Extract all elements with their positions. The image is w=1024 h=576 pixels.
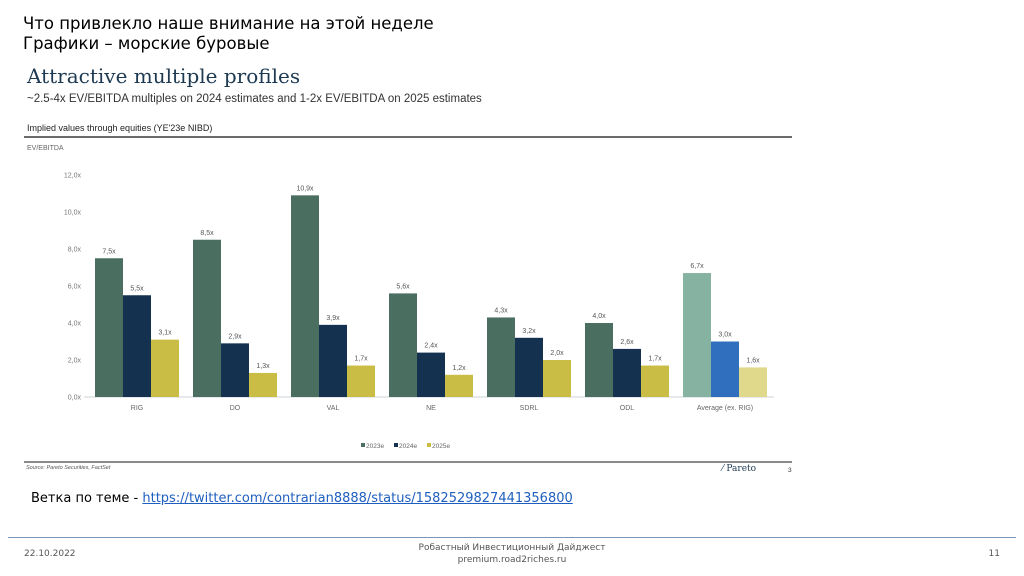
footer-digest-name: Робастный Инвестиционный Дайджест (418, 543, 606, 553)
y-tick-label: 6,0x (68, 284, 82, 291)
link-prefix: Ветка по теме - (31, 491, 143, 506)
bar-2023e (487, 317, 515, 397)
bar-2025e (347, 365, 375, 397)
data-label: 2,6x (620, 339, 634, 346)
data-label: 1,7x (648, 356, 662, 363)
thread-link-line: Ветка по теме - https://twitter.com/cont… (31, 491, 573, 506)
bar-2024e (123, 295, 151, 397)
bar-2024e (613, 348, 641, 397)
y-axis-label: EV/EBITDA (27, 145, 64, 152)
y-tick-label: 2,0x (68, 358, 82, 365)
slide-title: Что привлекло наше внимание на этой неде… (23, 14, 434, 54)
bar-chart: 0,0x 2,0x 4,0x 6,0x 8,0x 10,0x 12,0x 7,5x 5,5x 3,… (64, 173, 774, 450)
bar-2024e (515, 337, 543, 397)
data-label: 5,5x (130, 285, 144, 292)
data-label: 1,2x (452, 365, 466, 372)
bar-2024e (417, 352, 445, 397)
bar-2023e (683, 273, 711, 397)
y-tick-label: 4,0x (68, 321, 82, 328)
legend-swatch-2023e (361, 443, 365, 447)
data-label: 4,3x (494, 307, 508, 314)
category-label: VAL (327, 405, 340, 412)
footer-divider (8, 537, 1016, 538)
data-label: 8,5x (200, 230, 214, 237)
bar-2025e (543, 360, 571, 397)
category-label: DO (230, 405, 241, 412)
bar-2025e (249, 372, 277, 397)
bar-2023e (389, 293, 417, 397)
legend-label: 2025e (432, 443, 450, 450)
data-label: 3,9x (326, 315, 340, 322)
source-note: Source: Pareto Securities, FactSet (26, 465, 111, 471)
legend-label: 2024e (399, 443, 417, 450)
data-label: 6,7x (690, 263, 704, 270)
logo-text: Pareto (726, 464, 757, 474)
data-label: 1,7x (354, 356, 368, 363)
data-label: 3,1x (158, 330, 172, 337)
data-label: 10,9x (296, 185, 314, 192)
twitter-link[interactable]: https://twitter.com/contrarian8888/statu… (142, 491, 573, 506)
y-tick-label: 12,0x (64, 173, 82, 180)
data-label: 2,4x (424, 343, 438, 350)
bar-2025e (151, 339, 179, 397)
data-label: 1,3x (256, 363, 270, 370)
embedded-chart-image: Attractive multiple profiles ~2.5-4x EV/… (24, 62, 796, 482)
y-tick-label: 10,0x (64, 210, 82, 217)
category-label: NE (426, 405, 436, 412)
data-label: 2,0x (550, 350, 564, 357)
bar-2025e (739, 367, 767, 397)
legend-swatch-2024e (394, 443, 398, 447)
category-label: SDRL (520, 405, 539, 412)
footer-page-number: 11 (988, 549, 1000, 559)
bar-2024e (711, 341, 739, 397)
bar-2025e (641, 365, 669, 397)
category-label: RIG (131, 405, 143, 412)
data-label: 2,9x (228, 333, 242, 340)
slide-title-line2: Графики – морские буровые (23, 34, 270, 53)
bar-2025e (445, 374, 473, 397)
slide-title-line1: Что привлекло наше внимание на этой неде… (23, 14, 434, 33)
legend-swatch-2025e (427, 443, 431, 447)
bar-2023e (585, 323, 613, 397)
footer-center: Робастный Инвестиционный Дайджест premiu… (312, 542, 712, 566)
divider (24, 136, 792, 138)
y-tick-label: 8,0x (68, 247, 82, 254)
data-label: 3,2x (522, 328, 536, 335)
data-label: 5,6x (396, 283, 410, 290)
data-label: 3,0x (718, 332, 732, 339)
legend-label: 2023e (366, 443, 384, 450)
y-tick-label: 0,0x (68, 395, 82, 402)
data-label: 4,0x (592, 313, 606, 320)
bar-2023e (291, 195, 319, 397)
pareto-logo: ⁄ Pareto (722, 464, 757, 474)
embed-page-number: 3 (788, 467, 792, 474)
footer-site: premium.road2riches.ru (457, 555, 567, 565)
chart-title: Attractive multiple profiles (27, 64, 301, 88)
footer-date: 22.10.2022 (24, 549, 76, 559)
panel-title: Implied values through equities (YE'23e … (27, 123, 213, 133)
bar-2023e (193, 239, 221, 397)
divider (24, 461, 792, 463)
data-label: 7,5x (102, 248, 116, 255)
data-label: 1,6x (746, 357, 760, 364)
bar-2024e (221, 343, 249, 397)
category-label: ODL (620, 405, 635, 412)
bar-2023e (95, 258, 123, 397)
chart-subtitle: ~2.5-4x EV/EBITDA multiples on 2024 esti… (27, 93, 482, 105)
category-label: Average (ex. RIG) (697, 405, 753, 412)
bar-2024e (319, 324, 347, 397)
